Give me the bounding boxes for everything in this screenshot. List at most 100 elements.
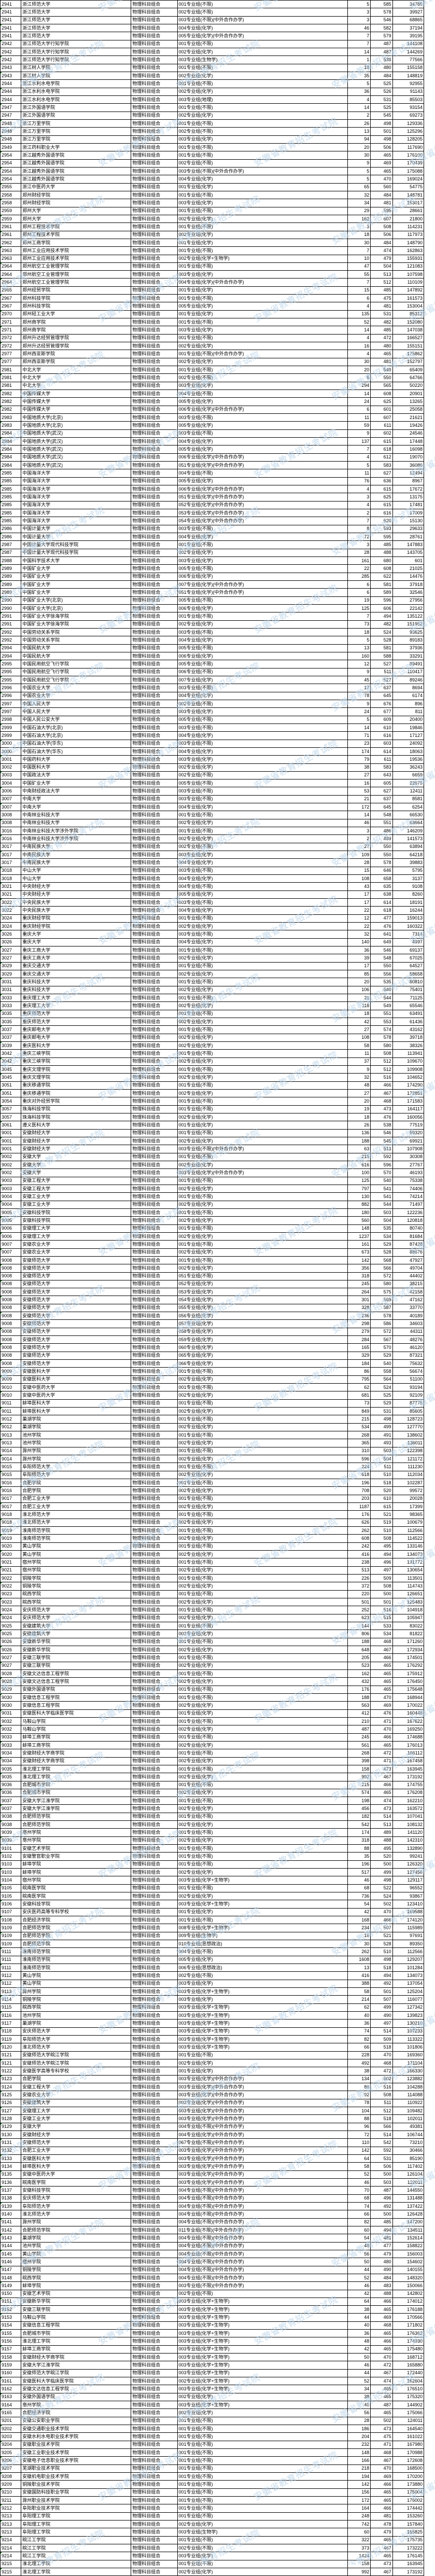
cell-category: 物理科目组合 xyxy=(131,564,178,573)
cell-score: 516 xyxy=(370,1073,393,1082)
cell-school: 郑州财经学院 xyxy=(21,199,132,207)
cell-rank: 175088 xyxy=(392,166,425,176)
cell-major-group: 006专业组(化学)(中外合作办学) xyxy=(177,485,348,494)
cell-rank: 22675 xyxy=(392,779,425,788)
cell-count: 7 xyxy=(347,612,371,621)
cell-count: 7 xyxy=(347,445,371,454)
cell-score: 465 xyxy=(370,1740,393,1750)
cell-rank: 69273 xyxy=(392,111,425,120)
cell-school: 中南民族大学 xyxy=(21,858,132,867)
cell-school: 安徽财经大学 xyxy=(21,1136,132,1146)
cell-category: 物理科目组合 xyxy=(131,1749,178,1758)
cell-category: 物理科目组合 xyxy=(131,994,178,1002)
cell-score: 466 xyxy=(370,2504,393,2513)
cell-code: 9021 xyxy=(0,1566,22,1575)
cell-count: 19 xyxy=(347,1105,371,1113)
cell-score: 475 xyxy=(370,2432,393,2441)
cell-code: 9111 xyxy=(0,1955,22,1965)
cell-count: 17 xyxy=(347,962,371,971)
cell-school: 中国计量大学现代科技学院 xyxy=(21,548,132,557)
cell-category: 物理科目组合 xyxy=(131,103,178,112)
cell-rank: 39718 xyxy=(392,1033,425,1042)
cell-code: 2994 xyxy=(0,644,22,652)
cell-category: 物理科目组合 xyxy=(131,214,178,224)
cell-score: 498 xyxy=(370,1955,393,1965)
cell-major-group: 005专业组(化学) xyxy=(177,397,348,406)
cell-count: 1424 xyxy=(347,2552,371,2560)
cell-code: 3029 xyxy=(0,970,22,979)
cell-category: 物理科目组合 xyxy=(131,1979,178,1988)
cell-major-group: 011专业组(不限)(中外合作办学) xyxy=(177,2225,348,2235)
cell-rank: 155158 xyxy=(392,63,425,72)
table-row: 9027 安徽三联学院 物理科目组合 001专业组(不限) 205 466 174501 xyxy=(0,1653,425,1662)
cell-major-group: 001专业组(不限) xyxy=(177,151,348,160)
cell-school: 中国海洋大学 xyxy=(21,493,132,502)
cell-rank: 14476 xyxy=(392,572,425,581)
cell-code: 9210 xyxy=(0,2488,22,2497)
cell-count: 40 xyxy=(347,2011,371,2020)
cell-score: 482 xyxy=(370,620,393,629)
cell-score: 551 xyxy=(370,818,393,828)
cell-major-group: 003专业组(化学+生物学) xyxy=(177,2353,348,2362)
cell-rank: 66530 xyxy=(392,811,425,819)
cell-count: 156 xyxy=(347,2488,371,2497)
cell-category: 物理科目组合 xyxy=(131,1479,178,1487)
cell-score: 524 xyxy=(370,628,393,637)
table-row: 2972 郑州升达经贸管理学院 物理科目组合 001专业组(不限) 4 472 166527 xyxy=(0,333,425,343)
cell-code: 2954 xyxy=(0,166,22,176)
table-row: 2977 郑州西亚斯学院 物理科目组合 002专业组(化学) 30 481 152797 xyxy=(0,357,425,367)
cell-rank: 134073 xyxy=(392,1971,425,1980)
cell-school: 重庆三峡学院 xyxy=(21,1057,132,1066)
cell-major-group: 003专业组(化学+生物学) xyxy=(177,2401,348,2410)
cell-school: 安徽大学 xyxy=(21,2122,132,2131)
cell-category: 物理科目组合 xyxy=(131,1812,178,1821)
cell-major-group: 001专业组(不限) xyxy=(177,2425,348,2433)
cell-count: 245 xyxy=(347,1279,371,1289)
cell-count: 180 xyxy=(347,1208,371,1217)
cell-score: 493 xyxy=(370,1439,393,1447)
cell-rank: 87775 xyxy=(392,1399,425,1408)
cell-school: 郑州西亚斯学院 xyxy=(21,357,132,367)
table-row: 9111 淮南师范学院 物理科目组合 006专业组(思想政治) 13 518 101284 xyxy=(0,1964,425,1972)
cell-code: 9008 xyxy=(0,1296,22,1304)
cell-code: 3061 xyxy=(0,1121,22,1130)
cell-count: 32 xyxy=(347,930,371,939)
cell-code: 2941 xyxy=(0,23,22,33)
cell-code: 9142 xyxy=(0,2225,22,2235)
cell-school: 巢湖学院 xyxy=(21,2019,132,2028)
cell-school: 浙江树人学院 xyxy=(21,71,132,80)
cell-rank: 20028 xyxy=(392,1494,425,1503)
cell-count: 166 xyxy=(347,2456,371,2465)
cell-school: 蚌埠学院 xyxy=(21,1860,132,1869)
table-row: 2981 中北大学 物理科目组合 001专业组(不限) 20 549 65409 xyxy=(0,366,425,374)
cell-category: 物理科目组合 xyxy=(131,254,178,263)
cell-code: 9006 xyxy=(0,1224,22,1233)
cell-count: 73 xyxy=(347,620,371,629)
cell-score: 508 xyxy=(370,222,393,231)
cell-school: 滁州职业技术学院 xyxy=(21,2496,132,2505)
cell-score: 615 xyxy=(370,437,393,446)
cell-rank: 113322 xyxy=(392,2035,425,2044)
cell-score: 580 xyxy=(370,1279,393,1289)
cell-count: 596 xyxy=(347,1455,371,1464)
table-row: 3054 重庆对外经贸学院 物理科目组合 001专业组(不限) 20 468 171583 xyxy=(0,1097,425,1106)
table-row: 2944 浙江水利水电学院 物理科目组合 001专业组(不限) 5 525 92955 xyxy=(0,79,425,88)
table-row: 2943 浙江树人学院 物理科目组合 002专业组(化学) 35 484 148819 xyxy=(0,71,425,80)
cell-rank: 28761 xyxy=(392,532,425,541)
cell-school: 安徽师范大学 xyxy=(21,1296,132,1304)
cell-code: 9037 xyxy=(0,1797,22,1805)
table-row: 9023 皖西学院 物理科目组合 001专业组(不限) 220 500 126651 xyxy=(0,1590,425,1598)
cell-category: 物理科目组合 xyxy=(131,2321,178,2330)
cell-category: 物理科目组合 xyxy=(131,1566,178,1575)
cell-score: 496 xyxy=(370,2194,393,2203)
cell-score: 527 xyxy=(370,660,393,669)
cell-count: 708 xyxy=(347,1486,371,1495)
cell-code: 2990 xyxy=(0,596,22,605)
table-row: 3022 中央民族大学 物理科目组合 004专业组(化学) 22 618 16244 xyxy=(0,906,425,915)
table-row: 9008 安徽师范大学 物理科目组合 058专业组(化学) 279 572 44311 xyxy=(0,1327,425,1336)
cell-rank: 107598 xyxy=(392,270,425,279)
cell-code: 9204 xyxy=(0,2440,22,2449)
cell-count: 64 xyxy=(347,2154,371,2163)
cell-count: 46 xyxy=(347,2178,371,2187)
cell-code: 2989 xyxy=(0,564,22,573)
